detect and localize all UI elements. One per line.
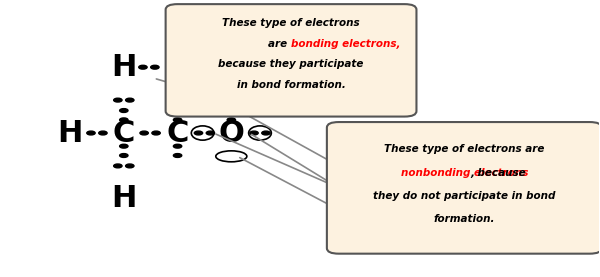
Text: , because: , because bbox=[470, 168, 526, 178]
Circle shape bbox=[113, 164, 122, 168]
Text: O: O bbox=[164, 53, 191, 82]
Text: C: C bbox=[166, 119, 189, 148]
Text: formation.: formation. bbox=[433, 214, 495, 224]
Circle shape bbox=[119, 144, 128, 148]
Circle shape bbox=[208, 65, 217, 69]
Circle shape bbox=[262, 131, 270, 135]
Circle shape bbox=[227, 118, 235, 122]
Circle shape bbox=[140, 131, 148, 135]
Text: H: H bbox=[111, 184, 137, 213]
Circle shape bbox=[250, 131, 258, 135]
Text: they do not participate in bond: they do not participate in bond bbox=[373, 191, 556, 201]
Circle shape bbox=[194, 131, 203, 135]
Text: H: H bbox=[58, 119, 83, 148]
Text: These type of electrons: These type of electrons bbox=[222, 18, 360, 28]
Circle shape bbox=[119, 153, 128, 157]
Circle shape bbox=[139, 65, 147, 69]
Text: O: O bbox=[218, 119, 244, 148]
Circle shape bbox=[87, 131, 95, 135]
FancyBboxPatch shape bbox=[166, 4, 416, 117]
Circle shape bbox=[173, 109, 182, 112]
Text: nonbonding electrons: nonbonding electrons bbox=[401, 168, 528, 178]
Circle shape bbox=[173, 153, 182, 157]
Text: H: H bbox=[111, 53, 137, 82]
Circle shape bbox=[173, 118, 182, 122]
Circle shape bbox=[119, 118, 128, 122]
Text: These type of electrons are: These type of electrons are bbox=[384, 144, 544, 154]
FancyBboxPatch shape bbox=[327, 122, 600, 254]
Text: in bond formation.: in bond formation. bbox=[236, 80, 346, 90]
Text: bonding electrons,: bonding electrons, bbox=[291, 39, 401, 49]
Text: C: C bbox=[113, 119, 135, 148]
Circle shape bbox=[173, 144, 182, 148]
Circle shape bbox=[113, 98, 122, 102]
Circle shape bbox=[227, 109, 235, 112]
Text: because they participate: because they participate bbox=[218, 59, 364, 69]
Circle shape bbox=[151, 65, 159, 69]
Circle shape bbox=[206, 131, 215, 135]
Circle shape bbox=[99, 131, 107, 135]
Circle shape bbox=[152, 131, 160, 135]
Circle shape bbox=[119, 109, 128, 112]
Circle shape bbox=[125, 98, 134, 102]
Text: are: are bbox=[268, 39, 291, 49]
Circle shape bbox=[196, 65, 205, 69]
Circle shape bbox=[125, 164, 134, 168]
